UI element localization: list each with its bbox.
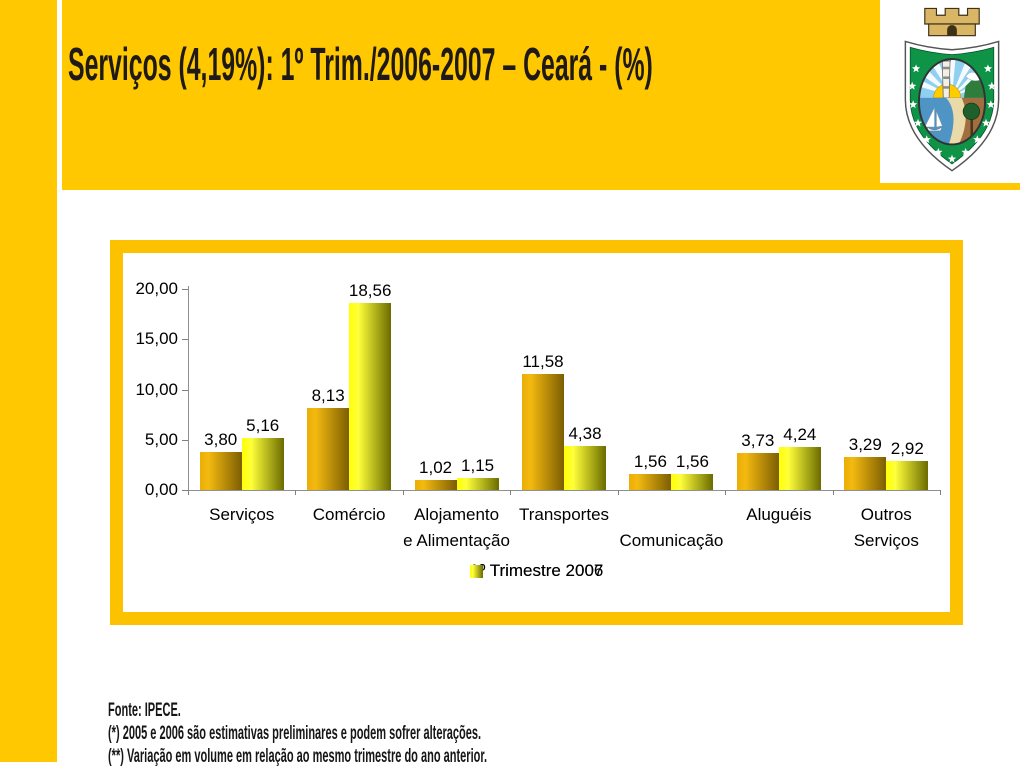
- bar-value-label: 11,58: [522, 352, 564, 371]
- page-title: Serviços (4,19%): 1º Trim./2006-2007 – C…: [68, 38, 653, 90]
- ceara-state-crest-icon: [904, 7, 1000, 172]
- footer-source-line: Fonte: IPECE.: [108, 700, 181, 721]
- x-axis-tick-mark: [940, 490, 941, 495]
- bar-2007: [671, 474, 714, 490]
- crest-sailboat: [924, 107, 943, 132]
- bar-value-label: 3,29: [848, 435, 882, 454]
- y-axis-tick-label: 5,00: [144, 429, 178, 449]
- x-axis-tick-mark: [295, 490, 297, 495]
- bar-2007: [564, 446, 606, 490]
- crest-panel: [880, 0, 1024, 183]
- x-axis-line: [188, 490, 940, 491]
- legend-swatch-2007: [469, 564, 483, 578]
- y-axis-tick-label: 20,00: [135, 279, 178, 298]
- x-axis-tick-mark: [617, 490, 619, 495]
- legend-label: 1º Trimestre 2006: [469, 561, 604, 580]
- x-axis-tick-mark: [725, 490, 727, 495]
- bar-value-label: 4,24: [783, 425, 817, 444]
- x-axis-label: Aluguéis: [746, 505, 812, 524]
- y-axis-tick-mark: [182, 289, 188, 290]
- x-axis-label: Serviços: [209, 505, 275, 524]
- legend-label: 1º Trimestre 2007: [469, 561, 604, 580]
- crest-palm-tree: [962, 102, 981, 145]
- bar-2007: [886, 461, 929, 490]
- y-axis-line: [188, 286, 189, 490]
- bar-2007: [456, 478, 499, 490]
- bar-value-label: 3,80: [204, 430, 238, 449]
- bar-value-label: 1,56: [633, 452, 667, 471]
- y-axis-tick-mark: [182, 389, 188, 391]
- bar-2006: [199, 452, 242, 490]
- x-axis-tick-mark: [510, 490, 512, 495]
- y-axis-tick-mark: [182, 339, 188, 341]
- bar-value-label: 3,73: [741, 431, 775, 450]
- bar-value-label: 1,56: [675, 452, 709, 471]
- x-axis-tick-mark: [188, 490, 189, 495]
- footer-notes: Fonte: IPECE. (*) 2005 e 2006 são estima…: [108, 699, 762, 768]
- bar-value-label: 4,38: [568, 424, 602, 443]
- bar-2007: [778, 447, 821, 490]
- y-axis-tick-mark: [182, 490, 188, 491]
- bar-value-label: 8,13: [311, 386, 345, 405]
- x-axis-label: Transportes: [518, 505, 610, 524]
- bar-value-label: 5,16: [246, 416, 280, 435]
- chart-frame: 0,00 5,00 10,00 15,00 20,00 3,80 8,13 1,02 11,58…: [110, 240, 963, 625]
- bar-value-label: 18,56: [348, 281, 392, 300]
- x-axis-label: Outros: [860, 505, 912, 524]
- footer-note-2: (**) Variação em volume em relação ao me…: [108, 746, 488, 767]
- crest-crown: [924, 7, 980, 37]
- bar-2006: [414, 480, 457, 490]
- bar-2006: [522, 374, 564, 490]
- bar-value-label: 1,02: [419, 458, 453, 477]
- bar-value-label: 2,92: [890, 439, 924, 458]
- bar-2006: [736, 453, 779, 490]
- bar-value-label: 1,15: [461, 456, 495, 475]
- x-axis-tick-mark: [402, 490, 404, 495]
- x-axis-label: e Alimentação: [403, 531, 510, 550]
- y-axis-tick-label: 15,00: [135, 329, 178, 349]
- y-axis-tick-label: 10,00: [135, 379, 178, 399]
- header: Serviços (4,19%): 1º Trim./2006-2007 – C…: [62, 0, 1020, 190]
- x-axis-tick-mark: [832, 490, 834, 495]
- bar-2006: [629, 474, 672, 490]
- left-yellow-band: [0, 0, 57, 762]
- y-axis-tick-mark: [182, 439, 188, 441]
- x-axis-label: Comércio: [312, 505, 386, 524]
- y-axis-tick-label: 0,00: [144, 480, 178, 499]
- bar-2006: [844, 457, 887, 490]
- x-axis-label: Comunicação: [619, 531, 724, 550]
- legend-item: 1º Trimestre 2007: [469, 561, 604, 581]
- bar-2007: [241, 438, 284, 490]
- footer-note-1: (*) 2005 e 2006 são estimativas prelimin…: [108, 723, 482, 744]
- x-axis-label: Alojamento: [414, 505, 500, 524]
- bar-chart: 0,00 5,00 10,00 15,00 20,00 3,80 8,13 1,02 11,58…: [123, 253, 950, 612]
- bar-2006: [307, 408, 350, 490]
- x-axis-label: Serviços: [853, 531, 919, 550]
- bar-2007: [349, 303, 392, 490]
